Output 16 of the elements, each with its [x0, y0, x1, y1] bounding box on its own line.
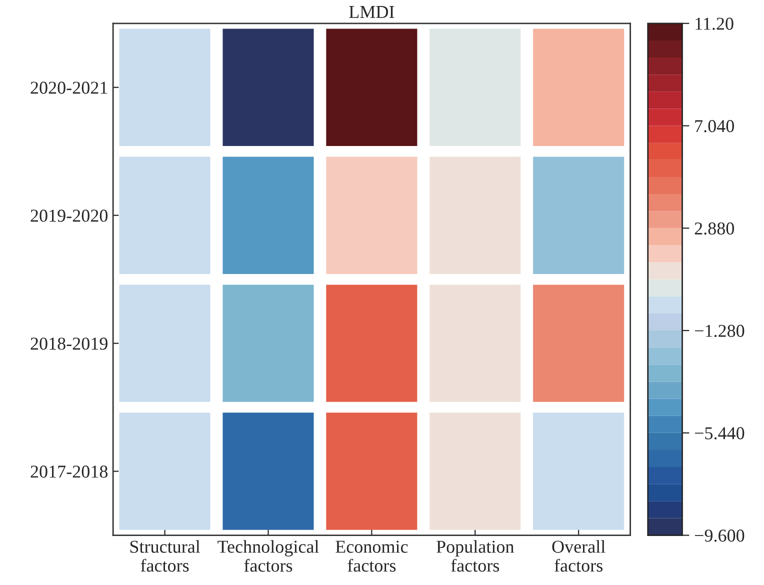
y-tick-label: 2017-2018 — [30, 466, 108, 478]
color-bar-label: −9.600 — [694, 530, 744, 542]
x-tick-label: Population factors — [436, 540, 514, 572]
x-tick-label: Technological factors — [218, 540, 319, 572]
chart-title: LMDI — [349, 6, 394, 18]
y-tick-label: 2020-2021 — [30, 82, 108, 94]
color-bar-label: −1.280 — [694, 324, 744, 338]
x-tick-label: Overall factors — [552, 540, 606, 572]
x-tick-label: Economic factors — [336, 540, 408, 572]
color-bar-label: 11.20 — [696, 18, 734, 30]
color-bar-label: 7.040 — [695, 120, 734, 132]
y-tick-label: 2019-2020 — [30, 210, 108, 222]
color-bar-label: −5.440 — [694, 427, 744, 440]
y-tick-label: 2018-2019 — [30, 338, 108, 350]
color-bar-label: 2.880 — [694, 222, 734, 235]
x-tick-label: Structural factors — [130, 540, 200, 572]
